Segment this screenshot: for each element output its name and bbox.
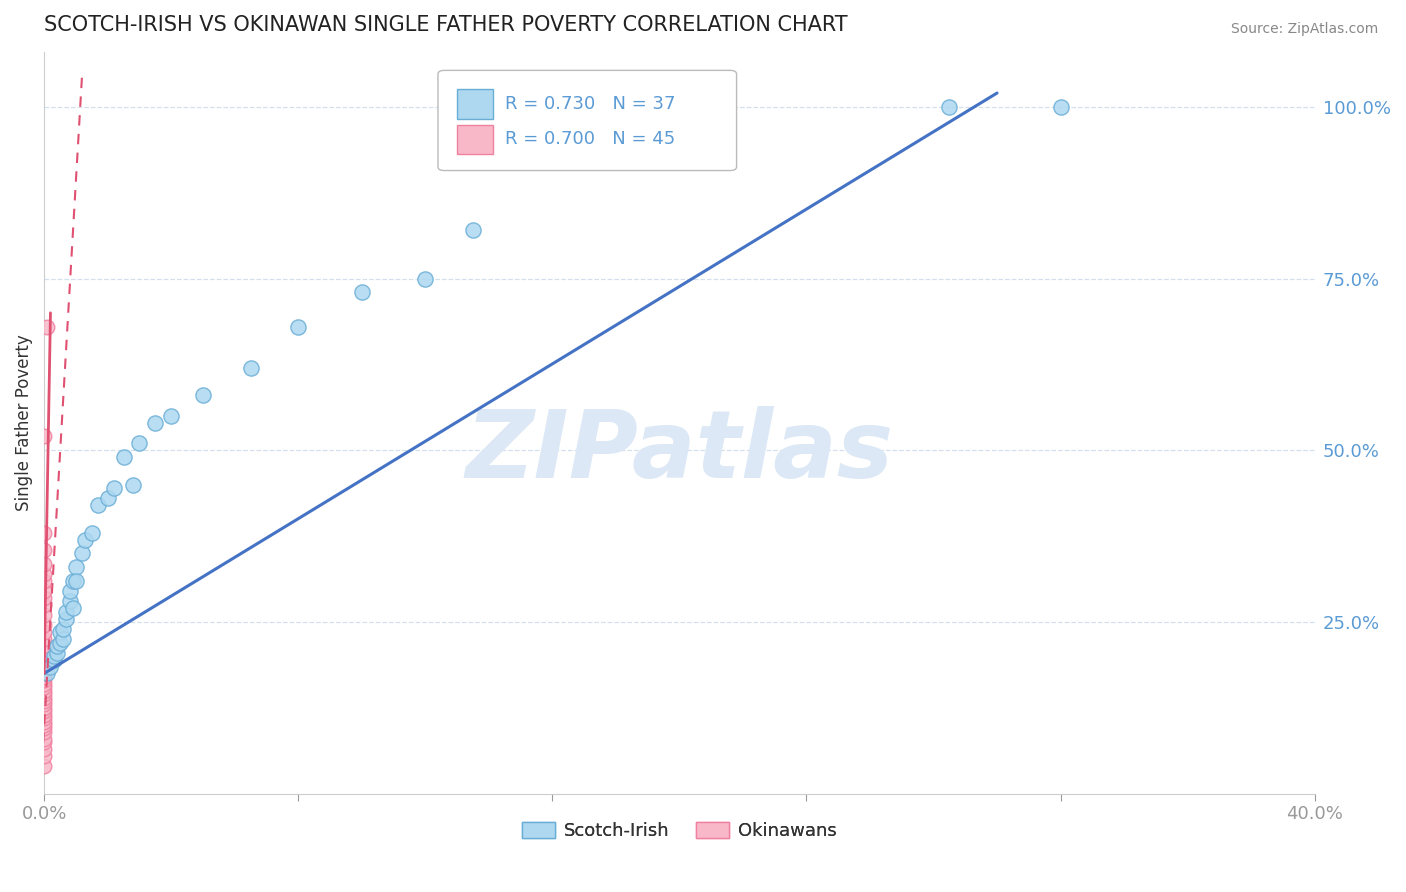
Point [143,416,166,430]
Point [42,649,65,664]
Point [37,666,59,681]
Point [49,625,72,640]
Point [32,694,55,708]
Point [32,714,55,729]
Y-axis label: Single Father Poverty: Single Father Poverty [15,334,32,511]
Point [239,360,262,375]
Text: R = 0.730   N = 37: R = 0.730 N = 37 [505,95,676,112]
Point [32,625,55,640]
Point [32,680,55,694]
Point [32,659,55,673]
Point [32,673,55,688]
Legend: Scotch-Irish, Okinawans: Scotch-Irish, Okinawans [515,815,844,847]
Point [49,635,72,649]
Point [75,533,97,547]
Point [32,591,55,605]
Point [32,632,55,647]
Point [32,722,55,736]
Point [32,748,55,763]
Point [32,711,55,725]
Point [32,656,55,670]
Point [45,646,67,660]
Point [32,608,55,623]
Point [32,731,55,746]
Point [32,557,55,571]
Point [55,605,77,619]
Point [32,598,55,612]
Point [32,759,55,773]
Point [32,701,55,715]
Point [32,584,55,599]
Point [39,659,62,673]
Point [1049,100,1071,114]
Point [80,525,103,540]
Point [62,574,84,588]
Point [62,601,84,615]
Point [52,622,75,636]
FancyBboxPatch shape [457,125,492,154]
Point [32,566,55,581]
Point [461,223,484,237]
Point [32,683,55,698]
Point [32,646,55,660]
Point [32,687,55,701]
Point [52,632,75,647]
Point [97,491,120,506]
Point [32,677,55,691]
Point [350,285,373,300]
Point [112,450,135,464]
Text: Source: ZipAtlas.com: Source: ZipAtlas.com [1230,22,1378,37]
Text: R = 0.700   N = 45: R = 0.700 N = 45 [505,130,675,148]
Point [32,666,55,681]
Point [32,735,55,749]
Point [413,271,436,285]
Point [58,594,80,608]
Point [32,690,55,705]
Point [45,639,67,653]
Point [32,618,55,632]
Point [58,584,80,599]
Text: ZIPatlas: ZIPatlas [465,407,893,499]
Point [42,653,65,667]
Point [65,560,87,574]
Point [32,574,55,588]
Point [32,642,55,657]
Point [55,611,77,625]
Point [32,718,55,732]
FancyBboxPatch shape [457,89,492,119]
Point [103,481,125,495]
Point [32,429,55,443]
Point [191,388,214,402]
Point [32,742,55,756]
Point [287,319,309,334]
Point [87,498,110,512]
Point [32,670,55,684]
FancyBboxPatch shape [439,70,737,170]
Text: SCOTCH-IRISH VS OKINAWAN SINGLE FATHER POVERTY CORRELATION CHART: SCOTCH-IRISH VS OKINAWAN SINGLE FATHER P… [44,15,848,35]
Point [70,546,93,560]
Point [65,574,87,588]
Point [32,542,55,557]
Point [128,436,150,450]
Point [938,100,960,114]
Point [32,724,55,739]
Point [37,319,59,334]
Point [32,698,55,712]
Point [32,707,55,722]
Point [160,409,183,423]
Point [32,663,55,677]
Point [32,653,55,667]
Point [32,639,55,653]
Point [32,525,55,540]
Point [122,477,145,491]
Point [32,704,55,718]
Point [32,649,55,664]
